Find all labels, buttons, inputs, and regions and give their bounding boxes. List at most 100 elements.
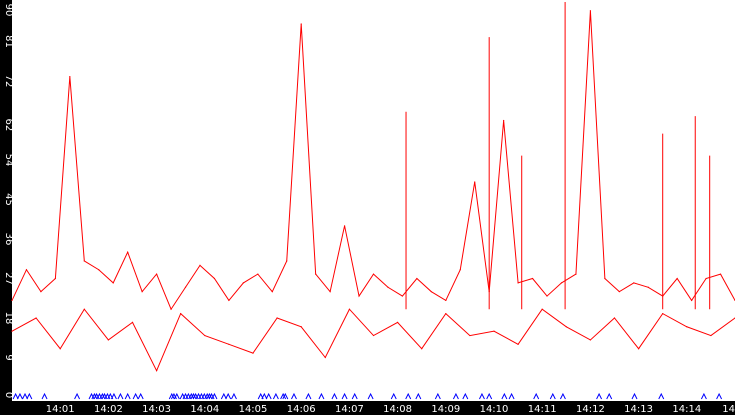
event-marker [479, 392, 485, 400]
data-point [589, 339, 592, 341]
y-tick-label: 90 [3, 4, 14, 17]
x-tick-label: 14:12 [576, 404, 605, 415]
data-point [469, 334, 471, 337]
event-marker [631, 392, 638, 400]
data-point [252, 352, 254, 354]
event-marker [318, 392, 325, 400]
data-point [170, 308, 172, 310]
event-marker [91, 392, 98, 400]
data-point [560, 282, 563, 284]
event-marker [168, 392, 175, 400]
event-marker [22, 392, 28, 400]
x-tick-label: 14:14 [672, 404, 701, 415]
x-axis-bar [0, 401, 735, 415]
event-marker [12, 392, 19, 400]
data-point [112, 282, 114, 284]
data-point [372, 273, 375, 275]
x-tick-label: 14:01 [46, 404, 75, 415]
event-marker [658, 392, 665, 400]
event-marker [188, 392, 195, 400]
event-marker [265, 392, 272, 400]
event-marker [272, 392, 279, 400]
data-point [276, 317, 278, 319]
data-point [638, 348, 640, 350]
event-marker [74, 392, 81, 400]
data-point [131, 321, 134, 323]
event-marker-layer [12, 392, 723, 400]
event-marker [173, 392, 180, 400]
y-tick-label: 62 [3, 119, 14, 132]
data-point [613, 317, 616, 319]
data-point [199, 264, 201, 266]
data-point [329, 291, 331, 293]
event-marker [225, 392, 232, 400]
data-point [127, 251, 129, 253]
event-marker [415, 392, 422, 400]
data-point [387, 286, 389, 288]
y-tick-label: 9 [3, 354, 14, 360]
data-point [686, 326, 688, 328]
data-point [589, 10, 592, 12]
data-point [271, 291, 273, 293]
x-tick-label: 14:07 [335, 404, 364, 415]
data-point [430, 291, 432, 293]
event-marker [261, 392, 268, 400]
event-marker [117, 392, 124, 400]
data-point [705, 277, 707, 280]
event-marker [434, 392, 441, 400]
event-marker [390, 392, 397, 400]
event-marker [549, 392, 556, 400]
event-marker [291, 392, 297, 400]
y-tick-label: 0 [3, 392, 14, 398]
data-point [324, 356, 326, 359]
data-point [546, 295, 548, 297]
event-marker [282, 392, 289, 400]
data-point [300, 326, 302, 328]
data-point [54, 277, 56, 280]
data-point [662, 313, 664, 315]
event-marker [124, 392, 131, 400]
data-point [300, 23, 302, 25]
data-point [517, 282, 519, 284]
data-point [459, 269, 461, 271]
x-tick-label: 14:10 [480, 404, 509, 415]
data-point [421, 348, 423, 350]
event-marker [110, 392, 117, 400]
x-tick-label: 14 [722, 404, 735, 415]
y-tick-label: 81 [3, 35, 14, 48]
data-point [204, 334, 206, 337]
event-marker [211, 392, 218, 400]
data-point [565, 326, 567, 328]
event-marker [508, 392, 515, 400]
event-marker [452, 392, 459, 400]
event-marker [559, 392, 566, 400]
x-tick-label: 14:06 [287, 404, 316, 415]
event-marker [204, 392, 211, 400]
data-point [286, 260, 288, 262]
data-point [503, 119, 505, 122]
x-tick-label: 14:09 [431, 404, 460, 415]
event-marker [41, 392, 48, 400]
event-marker [341, 392, 348, 400]
x-tick-label: 14:08 [383, 404, 412, 415]
data-point [710, 334, 712, 337]
event-marker [231, 392, 237, 400]
data-point [416, 277, 418, 280]
data-point [575, 273, 577, 275]
y-tick-labels: 0 9 18 27 36 45 54 62 72 81 90 [3, 4, 14, 399]
event-marker [351, 392, 358, 400]
data-point [541, 308, 543, 310]
data-point [396, 321, 399, 323]
data-point [228, 343, 230, 345]
event-marker [280, 392, 287, 400]
data-point [180, 313, 182, 315]
data-point [618, 291, 620, 293]
data-point [531, 277, 534, 280]
data-point [11, 330, 13, 332]
data-point [676, 277, 678, 280]
y-tick-label: 36 [3, 233, 14, 246]
y-axis-bar [0, 0, 12, 415]
event-marker [305, 392, 312, 400]
data-point [156, 370, 158, 372]
